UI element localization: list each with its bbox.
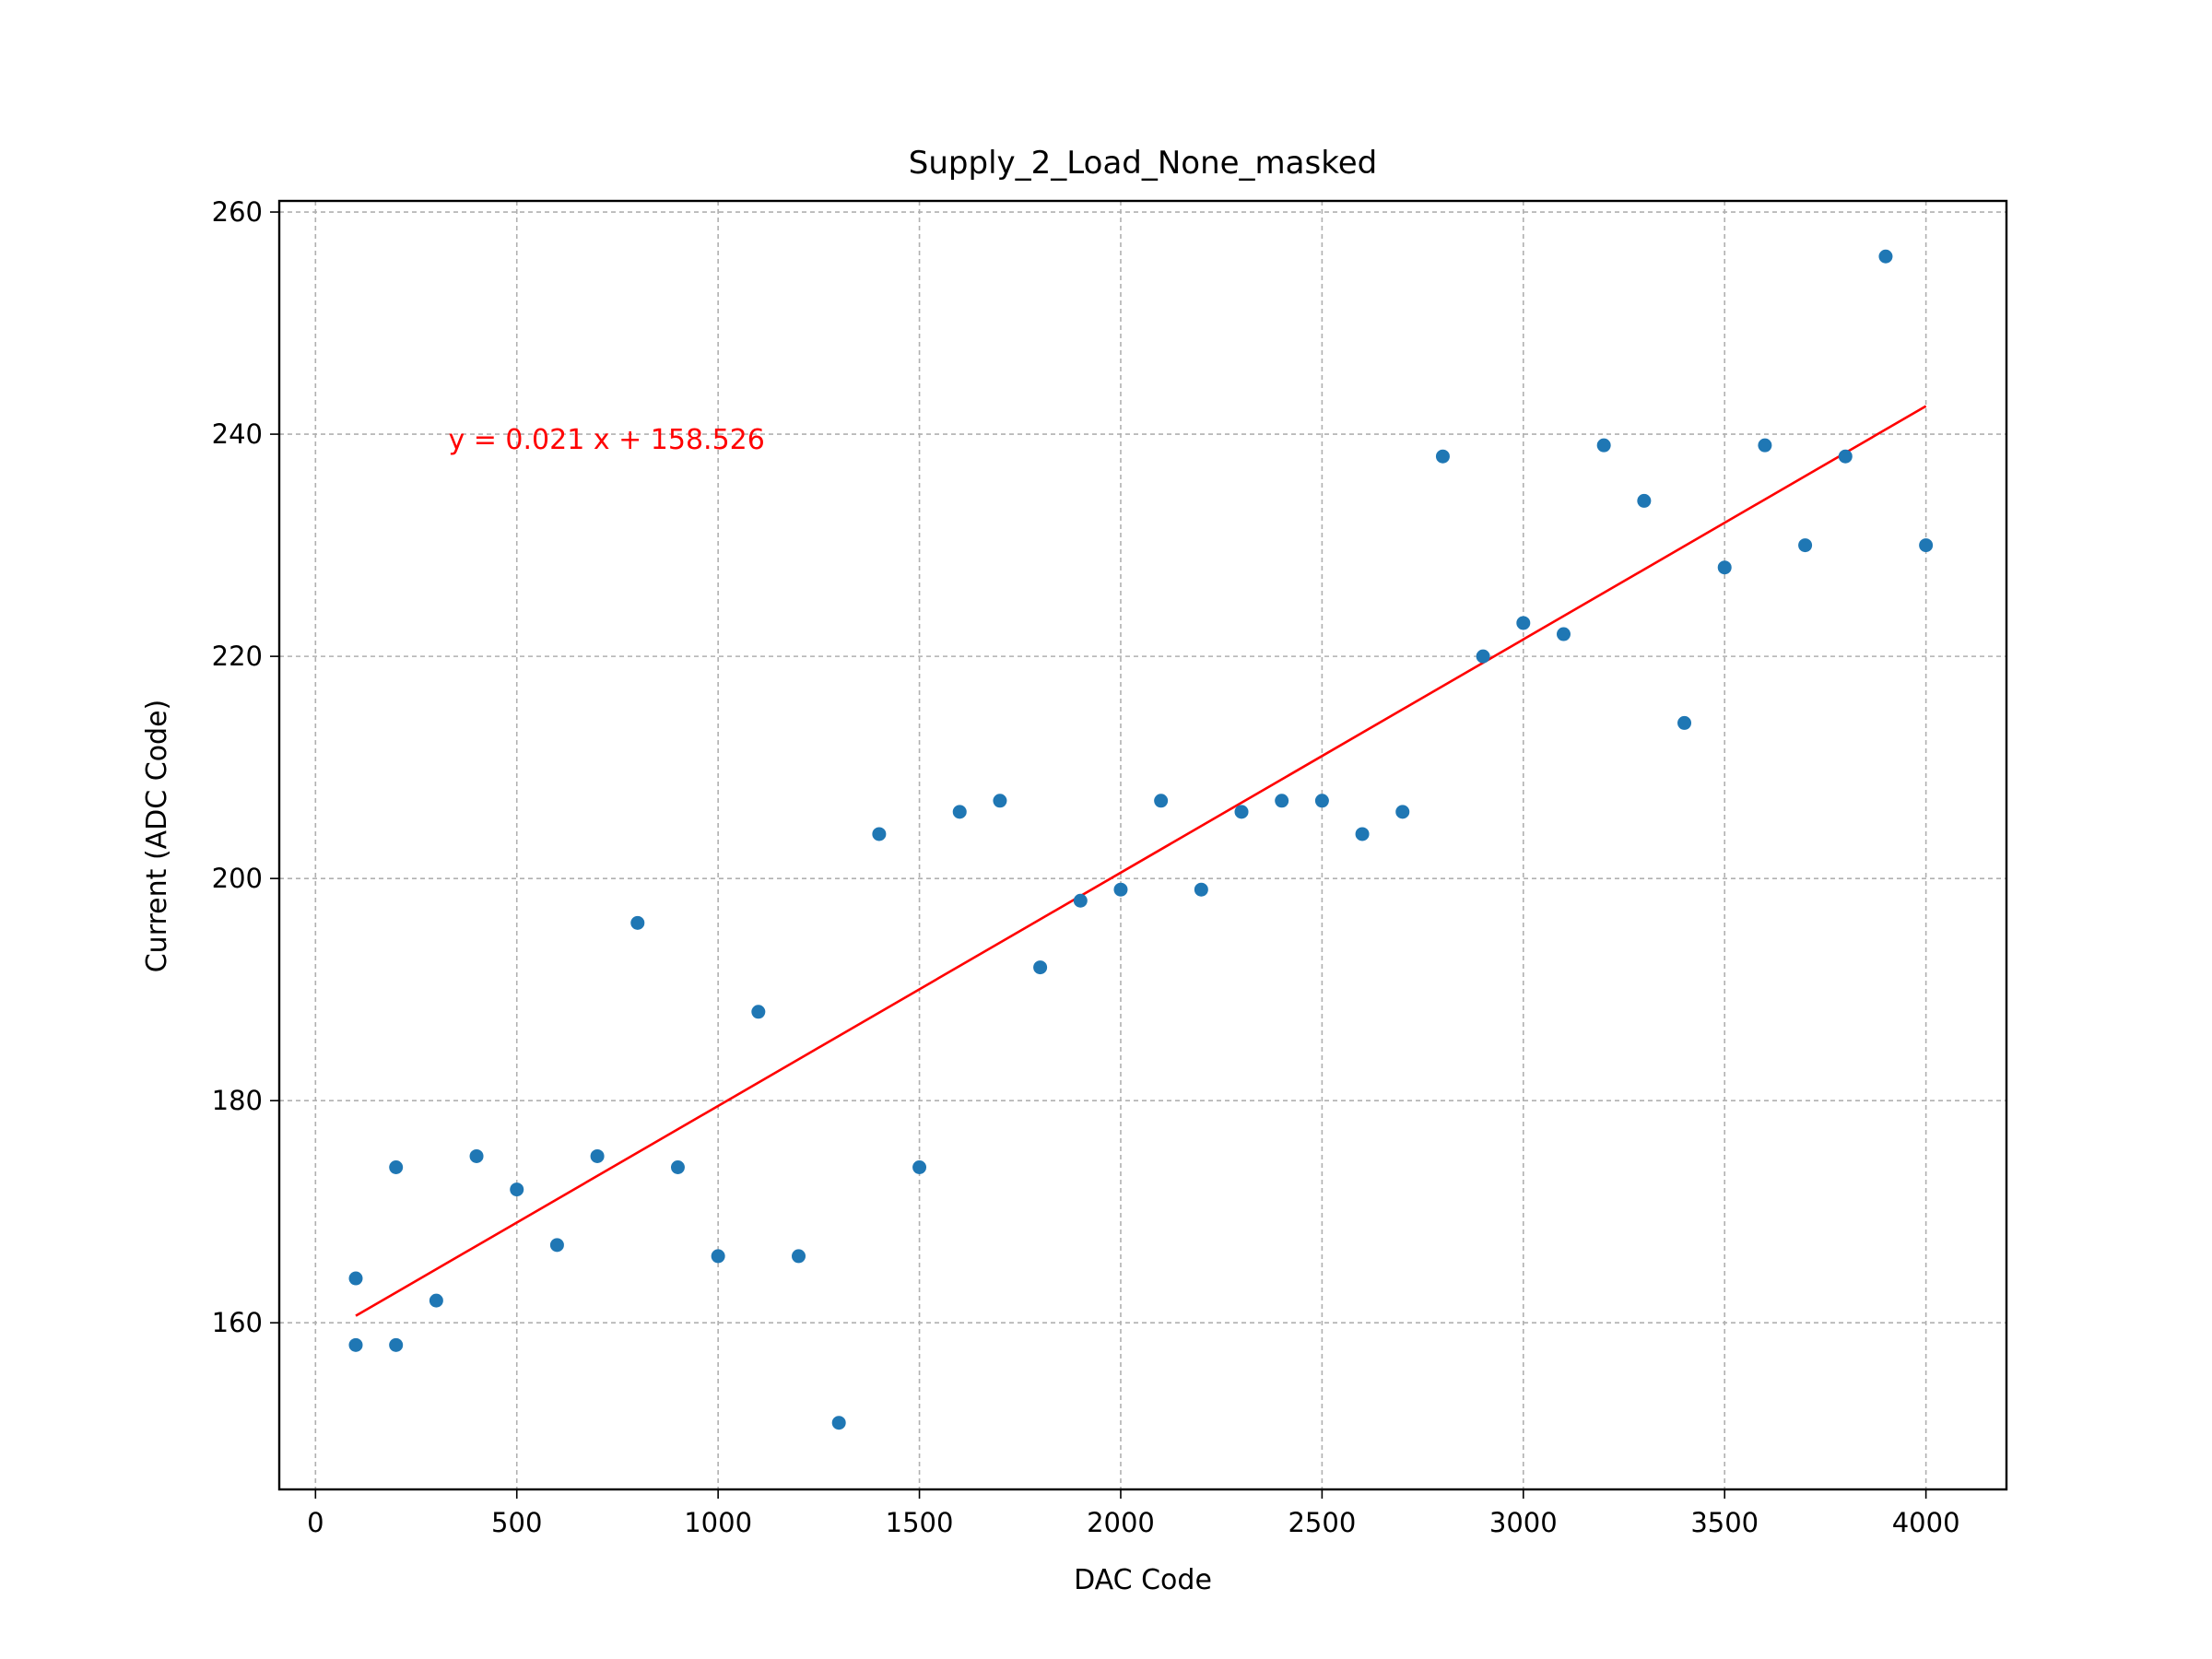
data-point [1556, 627, 1571, 641]
fit-equation-label: y = 0.021 x + 158.526 [448, 424, 764, 456]
data-point [1113, 882, 1128, 897]
data-point [993, 794, 1007, 808]
x-tick-label: 4000 [1892, 1507, 1960, 1538]
fit-line [355, 405, 1927, 1317]
data-point [1435, 449, 1450, 464]
data-point [1758, 438, 1772, 453]
y-tick-label: 180 [212, 1085, 263, 1116]
x-tick-label: 500 [491, 1507, 542, 1538]
data-point [1355, 827, 1370, 841]
data-point [1798, 538, 1813, 553]
data-point [1637, 493, 1652, 508]
x-tick-label: 1000 [684, 1507, 752, 1538]
data-point [1919, 538, 1934, 553]
data-point [549, 1238, 564, 1253]
data-point [1395, 805, 1410, 819]
data-point [1878, 249, 1893, 264]
data-point [1476, 649, 1490, 664]
data-point [389, 1337, 404, 1352]
y-tick-label: 260 [212, 196, 263, 228]
data-point [1033, 960, 1048, 975]
data-point [1838, 449, 1853, 464]
data-point [1234, 805, 1249, 819]
data-point [389, 1160, 404, 1174]
data-point [510, 1182, 524, 1197]
x-tick-label: 2500 [1288, 1507, 1356, 1538]
data-point [711, 1249, 725, 1264]
data-point [1154, 794, 1169, 808]
data-points [348, 249, 1934, 1430]
annotations: y = 0.021 x + 158.526 [448, 424, 764, 456]
x-tick-label: 3500 [1690, 1507, 1759, 1538]
y-tick-label: 200 [212, 863, 263, 894]
data-point [590, 1148, 605, 1163]
x-tick-label: 2000 [1087, 1507, 1155, 1538]
data-point [469, 1148, 484, 1163]
data-point [1516, 616, 1531, 630]
data-point [952, 805, 967, 819]
y-axis-label: Current (ADC Code) [141, 700, 173, 973]
data-point [872, 827, 887, 841]
data-point [1717, 560, 1732, 575]
y-tick-label: 220 [212, 641, 263, 672]
data-point [1596, 438, 1611, 453]
data-point [670, 1160, 685, 1174]
plot-frame [277, 199, 2008, 1491]
data-point [348, 1271, 363, 1286]
data-point [831, 1416, 846, 1430]
data-point [1275, 794, 1289, 808]
x-tick-label: 3000 [1489, 1507, 1558, 1538]
data-point [792, 1249, 806, 1264]
data-point [1194, 882, 1208, 897]
data-point [1314, 794, 1329, 808]
data-point [429, 1293, 443, 1308]
x-tick-label: 1500 [886, 1507, 954, 1538]
fit-line-layer [355, 405, 1927, 1317]
data-point [348, 1337, 363, 1352]
y-tick-label: 160 [212, 1307, 263, 1338]
x-tick-label: 0 [307, 1507, 324, 1538]
data-point [751, 1005, 766, 1019]
data-point [1677, 715, 1692, 730]
data-point [1073, 893, 1088, 908]
axis-ticks: 0 500 1000 1500 2000 2500 3000 3500 4000 160 180 20… [212, 196, 1960, 1538]
chart-title: Supply_2_Load_None_masked [909, 145, 1377, 182]
grid [279, 201, 2006, 1489]
data-point [630, 915, 645, 930]
x-axis-label: DAC Code [1074, 1564, 1212, 1596]
data-point [912, 1160, 927, 1174]
y-tick-label: 240 [212, 418, 263, 450]
